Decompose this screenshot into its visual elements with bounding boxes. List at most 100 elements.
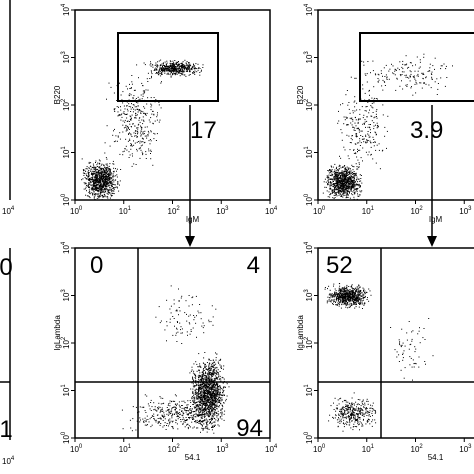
dot: [373, 86, 375, 88]
dot: [182, 61, 184, 63]
dot: [329, 184, 331, 186]
dot: [105, 168, 107, 170]
dot: [341, 182, 343, 184]
dot: [193, 373, 195, 375]
dot: [169, 66, 171, 68]
dot: [354, 188, 356, 190]
dot: [205, 392, 207, 394]
dot: [350, 172, 352, 174]
dot: [134, 109, 136, 111]
dot: [217, 393, 219, 395]
tick-base: 10: [411, 207, 420, 216]
dot: [189, 372, 191, 374]
dot: [104, 173, 106, 175]
dot: [343, 176, 345, 178]
dot: [176, 68, 178, 70]
dot: [431, 78, 433, 80]
dot: [183, 65, 185, 67]
dot: [148, 148, 150, 150]
dot: [107, 166, 109, 168]
dot: [110, 172, 112, 174]
dot: [205, 410, 207, 412]
dot: [205, 384, 206, 386]
dot: [210, 360, 212, 361]
dot: [336, 173, 338, 175]
dot: [171, 68, 172, 70]
dot: [415, 80, 417, 82]
dot: [163, 63, 164, 65]
dot: [86, 168, 88, 170]
dot: [353, 182, 355, 184]
dot: [101, 163, 103, 165]
dot: [336, 183, 338, 185]
dot: [104, 171, 105, 172]
dot: [338, 187, 340, 189]
dot: [344, 182, 346, 183]
dot: [332, 197, 334, 199]
dot: [199, 304, 201, 305]
dot: [209, 385, 210, 387]
dot: [347, 124, 349, 126]
dot: [436, 78, 438, 80]
dot: [174, 409, 176, 411]
dot: [377, 78, 379, 79]
dot: [342, 186, 344, 188]
dot: [147, 419, 149, 420]
dot: [100, 192, 101, 194]
dot: [100, 190, 102, 192]
dot: [202, 396, 204, 398]
dot: [159, 69, 161, 71]
dot: [158, 72, 160, 74]
dot: [415, 64, 416, 66]
dot: [95, 168, 97, 170]
dot: [172, 65, 174, 67]
dot: [189, 63, 191, 65]
dot: [434, 81, 436, 83]
dot: [181, 65, 183, 67]
dot: [163, 68, 165, 70]
dot: [222, 377, 224, 379]
dot: [135, 114, 137, 116]
dot: [204, 407, 206, 409]
dot: [213, 411, 215, 413]
dot: [95, 181, 97, 183]
dot: [203, 400, 205, 402]
dot: [345, 182, 347, 184]
dot: [109, 177, 111, 179]
dot: [205, 411, 207, 413]
dot: [363, 141, 365, 143]
dot: [112, 173, 114, 175]
dot: [330, 188, 332, 190]
dot: [140, 125, 141, 127]
dot: [200, 367, 202, 368]
dot: [201, 400, 203, 402]
dot: [201, 417, 203, 419]
dot: [109, 197, 111, 199]
dot: [213, 398, 215, 400]
dot: [204, 401, 206, 403]
dot: [348, 179, 350, 181]
dot: [105, 157, 107, 159]
dot: [150, 140, 152, 142]
dot: [196, 383, 198, 385]
dot: [399, 74, 401, 76]
dot: [192, 427, 194, 429]
dot: [346, 182, 348, 184]
dot: [142, 153, 144, 154]
dot: [343, 146, 345, 148]
dot: [186, 61, 188, 63]
dot: [216, 387, 218, 389]
dot: [99, 174, 101, 176]
dot: [105, 174, 107, 176]
dot: [97, 162, 99, 164]
dot: [214, 377, 216, 379]
dot: [215, 395, 217, 397]
dot: [206, 385, 208, 387]
dot: [210, 389, 212, 391]
dot: [338, 194, 340, 196]
dot: [161, 70, 163, 72]
dot: [210, 391, 212, 393]
dot: [199, 412, 201, 413]
dot: [176, 309, 178, 311]
dot: [378, 79, 380, 81]
